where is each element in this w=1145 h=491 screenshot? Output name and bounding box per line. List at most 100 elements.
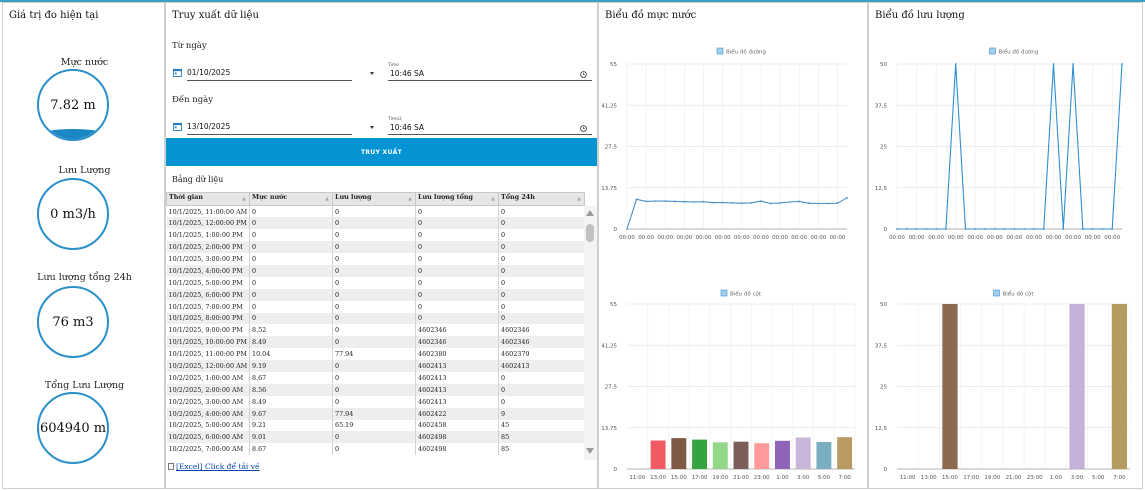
to-date-label: Đến ngày [172,95,214,105]
table-cell: 77.94 [332,348,416,361]
table-cell: 10/2/2025, 7:00:00 AM [166,443,250,456]
data-point [817,202,820,205]
gauge-value-flow: 0 m3/h [50,206,96,222]
x-tick-label: 00:00 [810,235,826,241]
table-cell: 10/2/2025, 2:00:00 AM [166,383,250,396]
table-cell: 0 [332,312,416,325]
x-tick-label: 00:00 [657,235,673,241]
scroll-up-arrow[interactable] [586,210,594,216]
table-cell: 4602379 [498,348,585,361]
from-date-field[interactable]: 01/10/2025 [172,65,352,81]
bar [795,437,811,469]
x-tick-label: 00:00 [967,235,983,241]
data-point [896,228,898,230]
x-tick-label: 00:00 [696,235,712,241]
table-cell: 0 [332,360,416,372]
y-tick-label: 0 [614,227,618,233]
x-tick-label: 19:00 [712,475,728,481]
table-cell: 0 [332,205,416,218]
table-cell: 4602498 [415,431,499,444]
table-cell: 0 [332,443,416,456]
column-header[interactable]: Lưu lượng tổng ▲ [415,192,499,206]
table-cell: 10/1/2025, 1:00:00 PM [166,229,250,242]
table-cell: 0 [415,205,499,218]
x-tick-label: 00:00 [909,235,925,241]
x-tick-label: 15:00 [942,475,958,481]
gauge-label-water-level: Mực nước [60,57,109,68]
table-cell: 0 [249,217,333,230]
data-point [1042,228,1045,230]
column-header[interactable]: Mực nước ▲ [249,192,333,206]
bar [816,442,832,469]
water-level-title: Biểu đồ mực nước [605,10,697,21]
x-tick-label: 13:00 [650,475,666,481]
x-tick-label: 00:00 [1046,235,1062,241]
table-cell: 10/1/2025, 3:00:00 PM [166,253,250,265]
table-cell: 0 [498,300,585,313]
scroll-down-arrow[interactable] [586,448,594,454]
x-tick-label: 00:00 [1085,235,1101,241]
query-button[interactable]: TRUY XUẤT [166,138,597,166]
flow-bar-chart: Biểu đồ cột 0 12,5 25 37,5 50 11:00 13:00 15:00 1… [875,290,1131,481]
data-point [788,201,791,203]
bar [837,437,853,469]
current-values-panel: Giá trị đo hiện tại Mực nước 7.82 m Lưu … [2,2,165,489]
gauge-label-flow-24h: Lưu lượng tổng 24h [37,272,132,283]
table-row: 10/1/2025, 11:00:00 PM 10.04 77.94 4602380 4… [166,348,585,361]
table-cell: 0 [415,300,499,313]
column-header[interactable]: Tổng 24h ▲ [498,192,585,206]
table-cell: 0 [332,276,416,289]
table-cell: 8.67 [249,443,333,456]
table-cell: 8.52 [249,324,333,337]
x-tick-label: 19:00 [984,475,1000,481]
table-cell: 0 [415,276,499,289]
y-tick-label: 13,75 [601,426,617,432]
table-row: 10/2/2025, 7:00:00 AM 8.67 0 4602498 85 [166,443,585,456]
table-row: 10/2/2025, 12:00:00 AM 9.19 0 4602413 460241… [166,360,585,372]
gauge-value-water-level: 7.82 m [50,97,96,113]
to-date-dropdown-arrow[interactable] [370,126,374,129]
series-line [626,197,848,230]
bar [754,443,770,469]
from-date-dropdown-arrow[interactable] [370,72,374,75]
gauge-water-level: 7.82 m [37,69,109,141]
table-row: 10/1/2025, 5:00:00 PM 0 0 0 0 [166,276,585,289]
column-header[interactable]: Thời gian ▲ [166,192,250,206]
table-scrollbar[interactable] [584,206,597,460]
y-tick-label: 0 [884,467,888,473]
table-cell: 8.67 [249,371,333,384]
from-time-field[interactable]: Time 10:46 SA [388,63,592,81]
table-cell: 0 [415,241,499,254]
table-row: 10/2/2025, 3:00:00 AM 8.49 0 4602413 0 [166,395,585,408]
column-header[interactable]: Lưu lượng ▲ [332,192,416,206]
x-tick-label: 00:00 [1065,235,1081,241]
table-cell: 10/2/2025, 5:00:00 AM [166,419,250,432]
table-cell: 0 [498,241,585,254]
table-cell: 0 [249,276,333,289]
y-tick-label: 50 [880,302,887,308]
table-row: 10/1/2025, 1:00:00 PM 0 0 0 0 [166,229,585,242]
to-date-field[interactable]: 13/10/2025 [172,119,352,135]
data-point [769,202,772,205]
excel-download-link[interactable]: [Excel] Click để tải về [168,462,260,471]
data-point [1111,228,1114,230]
to-time-field[interactable]: Time2 10:46 SA [388,117,592,135]
table-row: 10/2/2025, 4:00:00 AM 9.67 77.94 4602422 9 [166,407,585,420]
table-cell: 10/1/2025, 11:00:00 PM [166,348,250,361]
table-cell: 10/1/2025, 2:00:00 PM [166,241,250,254]
table-cell: 0 [498,217,585,230]
data-point [1121,63,1123,65]
table-cell: 0 [498,253,585,265]
table-cell: 0 [498,205,585,218]
bar [733,441,749,469]
x-tick-label: 00:00 [638,235,654,241]
y-tick-label: 25 [880,385,887,391]
gauge-value-total-flow: 4604940 m3 [37,420,107,436]
table-cell: 0 [249,288,333,301]
table-cell: 10/1/2025, 7:00:00 PM [166,300,250,313]
table-cell: 0 [249,312,333,325]
scroll-thumb[interactable] [586,224,594,242]
x-tick-label: 17:00 [963,475,979,481]
table-cell: 85 [498,443,585,456]
table-cell: 4602346 [498,336,585,349]
